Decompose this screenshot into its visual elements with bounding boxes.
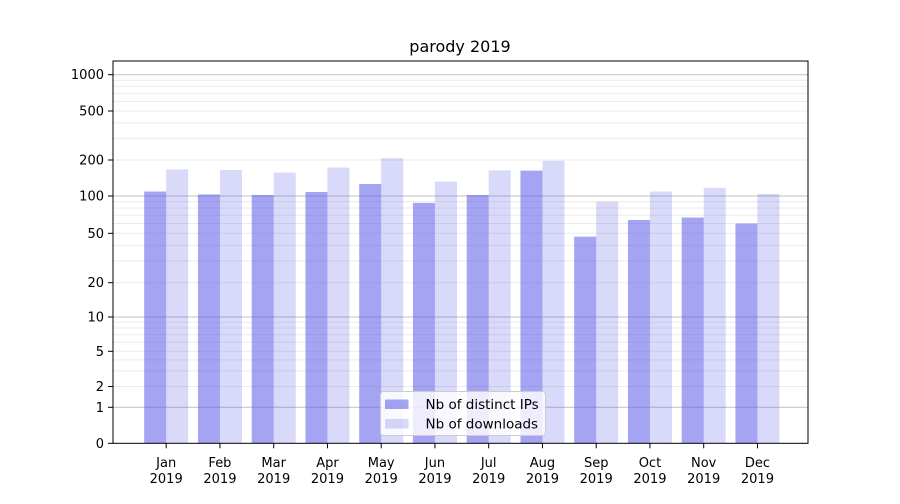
bar-downloads-aug [542,160,565,444]
bar-ips-may [359,183,382,444]
x-tick-label-year: 2019 [203,472,236,487]
bar-downloads-apr [327,167,350,444]
bar-ips-sep [574,236,597,444]
legend-label-distinct-ips: Nb of distinct IPs [426,397,539,413]
chart-layers: 01251020501002005001000Jan2019Feb2019Mar… [71,60,809,487]
bar-downloads-sep [596,201,619,444]
y-tick-label: 1000 [71,68,104,83]
x-tick-label-month: Jun [424,456,445,471]
bar-ips-apr [305,192,328,444]
x-tick-label-month: Apr [316,456,339,471]
x-tick-label-year: 2019 [472,472,505,487]
x-tick-label-year: 2019 [311,472,344,487]
x-tick-label-year: 2019 [150,472,183,487]
bar-ips-feb [197,194,220,444]
bar-ips-oct [627,220,650,444]
plot-border [112,60,809,444]
x-tick-label-month: Dec [745,456,770,471]
y-tick-label: 50 [87,227,104,242]
bar-downloads-oct [649,191,672,444]
bar-ips-mar [251,194,274,444]
legend-swatch-downloads [385,419,409,429]
legend-box [380,391,546,436]
x-tick-label-month: May [368,456,395,471]
legend-swatch-distinct-ips [385,399,409,409]
y-tick-label: 2 [96,380,104,395]
x-tick-label-month: Oct [639,456,661,471]
x-tick-label-year: 2019 [257,472,290,487]
x-tick-label-year: 2019 [365,472,398,487]
bar-downloads-jul [488,170,511,444]
y-tick-label: 5 [96,345,104,360]
x-tick-label-year: 2019 [633,472,666,487]
bar-downloads-nov [703,187,726,444]
x-tick-label-month: Jul [480,456,497,471]
bar-ips-jul [466,194,489,444]
x-tick-label-year: 2019 [526,472,559,487]
bar-downloads-may [381,158,404,444]
x-tick-label-month: Aug [530,456,555,471]
y-tick-label: 20 [87,276,104,291]
bar-downloads-feb [219,169,242,444]
y-tick-label: 10 [87,311,104,326]
bar-ips-dec [735,223,758,444]
bar-ips-nov [681,217,704,444]
legend-label-downloads: Nb of downloads [426,417,539,433]
bar-ips-jan [144,191,167,444]
bar-ips-jun [412,202,435,444]
x-tick-label-year: 2019 [687,472,720,487]
y-tick-label: 1 [96,401,104,416]
x-tick-label-year: 2019 [418,472,451,487]
y-tick-label: 200 [79,154,104,169]
bar-downloads-dec [757,193,780,444]
bar-downloads-jun [434,181,457,444]
y-tick-label: 500 [79,105,104,120]
bar-ips-aug [520,170,543,444]
y-tick-label: 100 [79,190,104,205]
x-tick-label-year: 2019 [741,472,774,487]
chart-title: parody 2019 [409,37,510,56]
x-tick-label-month: Sep [584,456,609,471]
legend: Nb of distinct IPs Nb of downloads [380,391,546,436]
x-tick-label-month: Nov [691,456,717,471]
bar-downloads-jan [166,169,189,444]
x-tick-label-year: 2019 [580,472,613,487]
y-tick-label: 0 [96,437,104,452]
bar-downloads-mar [273,172,296,444]
x-tick-label-month: Mar [261,456,286,471]
x-tick-label-month: Feb [208,456,231,471]
x-tick-label-month: Jan [155,456,176,471]
